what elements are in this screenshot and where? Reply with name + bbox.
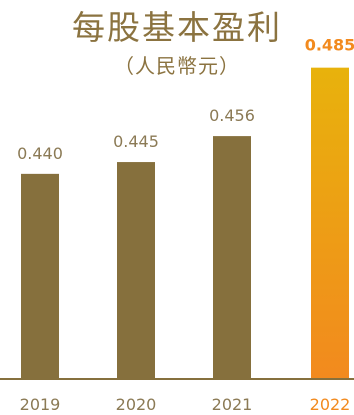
x-tick-label-2021: 2021 <box>212 395 253 414</box>
bar-2022 <box>311 67 349 378</box>
x-tick-label-2022: 2022 <box>310 395 351 414</box>
value-label-2022: 0.485 <box>305 36 354 55</box>
chart-subtitle: （人民幣元） <box>114 54 240 78</box>
bar-2019 <box>21 173 59 378</box>
value-label-2021: 0.456 <box>209 106 255 125</box>
x-tick-label-2019: 2019 <box>20 395 61 414</box>
value-label-2019: 0.440 <box>17 144 63 163</box>
bar-2021 <box>213 136 251 378</box>
x-tick-label-2020: 2020 <box>116 395 157 414</box>
chart-title: 每股基本盈利 <box>72 8 282 47</box>
value-label-2020: 0.445 <box>113 132 159 151</box>
x-tick-labels-group: 2019 2020 2021 2022 <box>20 395 351 414</box>
bars-group <box>21 67 349 378</box>
value-labels-group: 0.440 0.445 0.456 0.485 <box>17 36 354 163</box>
bar-2020 <box>117 162 155 378</box>
